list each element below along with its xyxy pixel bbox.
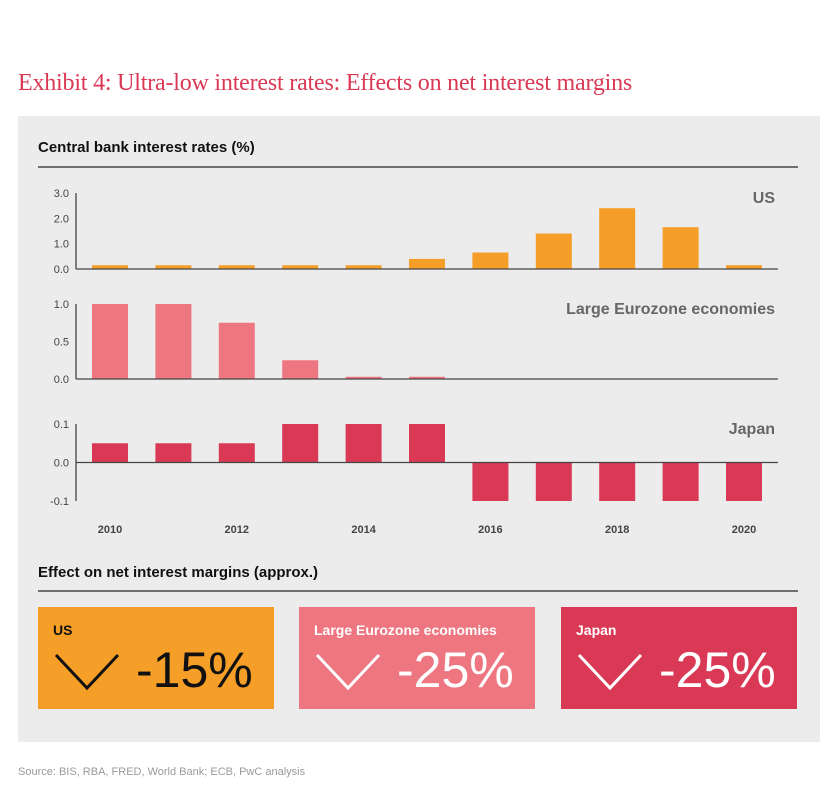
- bar: [155, 304, 192, 379]
- x-tick-label: 2010: [98, 524, 122, 536]
- y-tick-label: 1.0: [54, 299, 69, 311]
- bar: [409, 258, 445, 269]
- exhibit-panel: Central bank interest rates (%) 0.0 1.0 2.…: [18, 116, 820, 742]
- y-tick-label: 0.5: [54, 337, 69, 349]
- effect-card-label: US: [53, 622, 73, 638]
- y-tick-label: 0.1: [54, 419, 69, 431]
- effect-card-eurozone: Large Eurozone economies -25%: [299, 607, 535, 709]
- x-tick-label: 2020: [732, 524, 756, 536]
- chart-us: 0.0 1.0 2.0 3.0 US: [54, 188, 778, 276]
- chevron-down-icon: [54, 653, 120, 691]
- bar: [282, 360, 319, 379]
- x-tick-label: 2018: [605, 524, 629, 536]
- series-label: Japan: [729, 421, 775, 438]
- y-tick-label: 0.0: [54, 264, 69, 276]
- bar: [726, 265, 762, 269]
- bar: [282, 424, 319, 463]
- effects-section-rule: [38, 590, 798, 592]
- bar: [472, 462, 509, 501]
- bar: [599, 462, 636, 501]
- bar: [662, 462, 699, 501]
- effect-card-value: -25%: [659, 642, 776, 698]
- bar: [535, 233, 572, 269]
- effect-card-value: -15%: [136, 642, 253, 698]
- y-tick-label: 2.0: [54, 213, 69, 225]
- bar: [599, 208, 636, 269]
- effect-card-japan: Japan -25%: [561, 607, 797, 709]
- bar: [155, 265, 192, 269]
- bar: [662, 227, 699, 269]
- bar: [345, 424, 382, 463]
- exhibit-title: Exhibit 4: Ultra-low interest rates: Eff…: [18, 70, 633, 96]
- y-tick-label: 1.0: [54, 239, 69, 251]
- bar: [345, 265, 382, 269]
- chart-japan: -0.1 0.0 0.1 Japan: [50, 419, 778, 508]
- bar: [535, 462, 572, 501]
- effect-card-value: -25%: [397, 642, 514, 698]
- bar: [345, 376, 382, 379]
- bar: [218, 322, 255, 379]
- bar: [218, 265, 255, 269]
- series-label: US: [753, 190, 776, 207]
- chevron-down-icon: [315, 653, 381, 691]
- rates-charts: 0.0 1.0 2.0 3.0 US 0.0 0.5 1.0 Large Eurozone ec…: [50, 188, 778, 536]
- effect-card-us: US -15%: [38, 607, 274, 709]
- bar: [726, 462, 762, 501]
- chevron-down-icon: [577, 653, 643, 691]
- series-label: Large Eurozone economies: [566, 301, 775, 318]
- effect-card-label: Large Eurozone economies: [314, 622, 497, 638]
- x-tick-label: 2012: [225, 524, 249, 536]
- source-note: Source: BIS, RBA, FRED, World Bank; ECB,…: [18, 766, 306, 778]
- chart-large-eurozone-economies: 0.0 0.5 1.0 Large Eurozone economies: [54, 299, 778, 386]
- bar: [155, 443, 192, 463]
- rates-section-title: Central bank interest rates (%): [38, 139, 255, 156]
- y-tick-label: 3.0: [54, 188, 69, 200]
- effect-card-label: Japan: [576, 622, 617, 638]
- bar: [92, 304, 128, 379]
- effects-section-title: Effect on net interest margins (approx.): [38, 564, 319, 581]
- y-tick-label: 0.0: [54, 374, 69, 386]
- rates-section-rule: [38, 166, 798, 168]
- x-tick-label: 2014: [351, 524, 376, 536]
- bar: [282, 265, 319, 269]
- bar: [92, 265, 128, 269]
- bar: [92, 443, 128, 463]
- bar: [409, 376, 445, 379]
- y-tick-label: -0.1: [50, 496, 69, 508]
- bar: [472, 252, 509, 269]
- x-tick-label: 2016: [478, 524, 502, 536]
- bar: [409, 424, 445, 463]
- y-tick-label: 0.0: [54, 458, 69, 470]
- bar: [218, 443, 255, 463]
